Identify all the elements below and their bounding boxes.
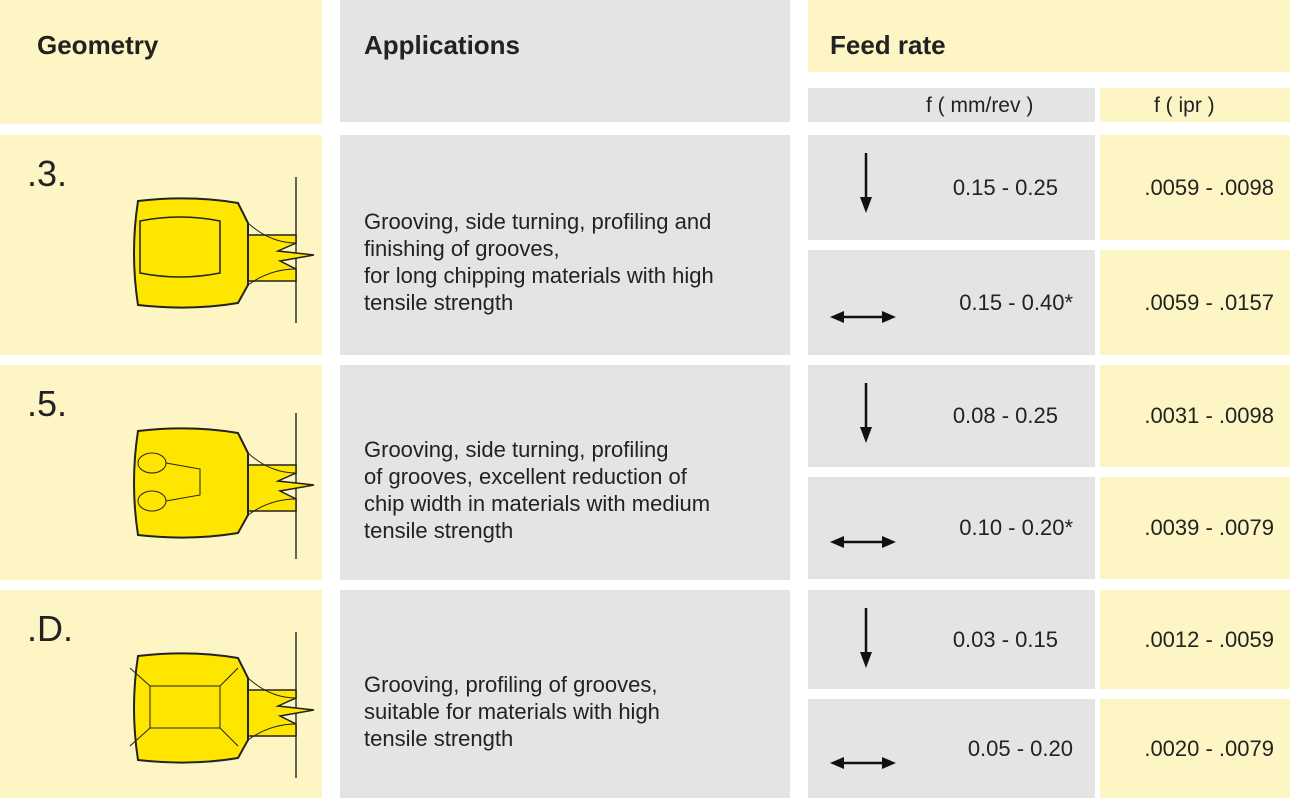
insert-drawing [133, 413, 315, 559]
header-text: Geometry [37, 30, 159, 60]
application-line: tensile strength [364, 517, 514, 543]
insert-drawing [129, 632, 315, 778]
application-line: finishing of grooves, [364, 236, 560, 261]
geometry-code: .3. [27, 153, 68, 194]
feed-metric: 0.10 - 0.20* [959, 515, 1073, 540]
metric-cell: 0.10 - 0.20* [808, 477, 1095, 579]
plunge-arrow [860, 153, 872, 213]
applications-header: Applications [340, 0, 790, 122]
imperial-cell: .0012 - .0059 [1100, 590, 1290, 689]
feed-metric: 0.15 - 0.25 [952, 174, 1058, 200]
lateral-arrow [830, 756, 896, 769]
metric-cell: 0.03 - 0.15 [808, 590, 1095, 689]
feed-metric: 0.08 - 0.25 [952, 403, 1058, 428]
application-cell: Grooving, side turning, profiling and fin… [340, 135, 790, 355]
application-line: chip width in materials with medium [364, 490, 711, 516]
plunge-arrow [860, 383, 872, 443]
application-line: tensile strength [364, 290, 514, 315]
geometry-cell: .D. [0, 590, 322, 798]
plunge-arrow [860, 608, 872, 668]
unit-header: f ( mm/rev ) [808, 88, 1095, 122]
application-cell: Grooving, side turning, profiling of groo… [340, 365, 790, 580]
imperial-cell: .0039 - .0079 [1100, 477, 1290, 579]
insert-drawing [133, 177, 315, 323]
unit-header: f ( ipr ) [1100, 88, 1290, 122]
imperial-cell: .0020 - .0079 [1100, 699, 1290, 798]
feed-metric: 0.15 - 0.40* [959, 289, 1073, 315]
header-text: Feed rate [830, 30, 946, 60]
imperial-cell: .0059 - .0098 [1100, 135, 1290, 240]
application-line: Grooving, profiling of grooves, [364, 671, 658, 697]
feed-imperial: .0059 - .0157 [1144, 289, 1274, 315]
feed-imperial: .0012 - .0059 [1144, 626, 1274, 652]
unit-text: f ( ipr ) [1154, 94, 1215, 117]
application-cell: Grooving, profiling of grooves, suitable … [340, 590, 790, 798]
metric-cell: 0.15 - 0.25 [808, 135, 1095, 240]
application-line: Grooving, side turning, profiling and [364, 209, 712, 234]
geometry-cell: .3. [0, 135, 322, 355]
feed-imperial: .0039 - .0079 [1144, 515, 1274, 540]
geometry-code: .D. [27, 608, 74, 649]
application-line: of grooves, excellent reduction of [364, 463, 687, 489]
unit-text: f ( mm/rev ) [926, 94, 1034, 117]
imperial-cell: .0059 - .0157 [1100, 250, 1290, 355]
feed-imperial: .0020 - .0079 [1144, 735, 1274, 761]
feed-metric: 0.05 - 0.20 [967, 735, 1073, 761]
metric-cell: 0.08 - 0.25 [808, 365, 1095, 467]
geometry-header: Geometry [0, 0, 322, 124]
metric-cell: 0.05 - 0.20 [808, 699, 1095, 798]
header-text: Applications [364, 30, 521, 60]
feed-imperial: .0031 - .0098 [1144, 403, 1274, 428]
feed-imperial: .0059 - .0098 [1144, 174, 1274, 200]
imperial-cell: .0031 - .0098 [1100, 365, 1290, 467]
application-line: Grooving, side turning, profiling [364, 436, 669, 462]
feed-rate-header: Feed rate [808, 0, 1290, 72]
application-line: suitable for materials with high [364, 698, 660, 724]
geometry-code: .5. [27, 383, 68, 424]
feed-metric: 0.03 - 0.15 [952, 626, 1058, 652]
lateral-arrow [830, 310, 896, 323]
metric-cell: 0.15 - 0.40* [808, 250, 1095, 355]
geometry-cell: .5. [0, 365, 322, 580]
lateral-arrow [830, 536, 896, 548]
application-line: tensile strength [364, 725, 514, 751]
application-line: for long chipping materials with high [364, 263, 714, 288]
